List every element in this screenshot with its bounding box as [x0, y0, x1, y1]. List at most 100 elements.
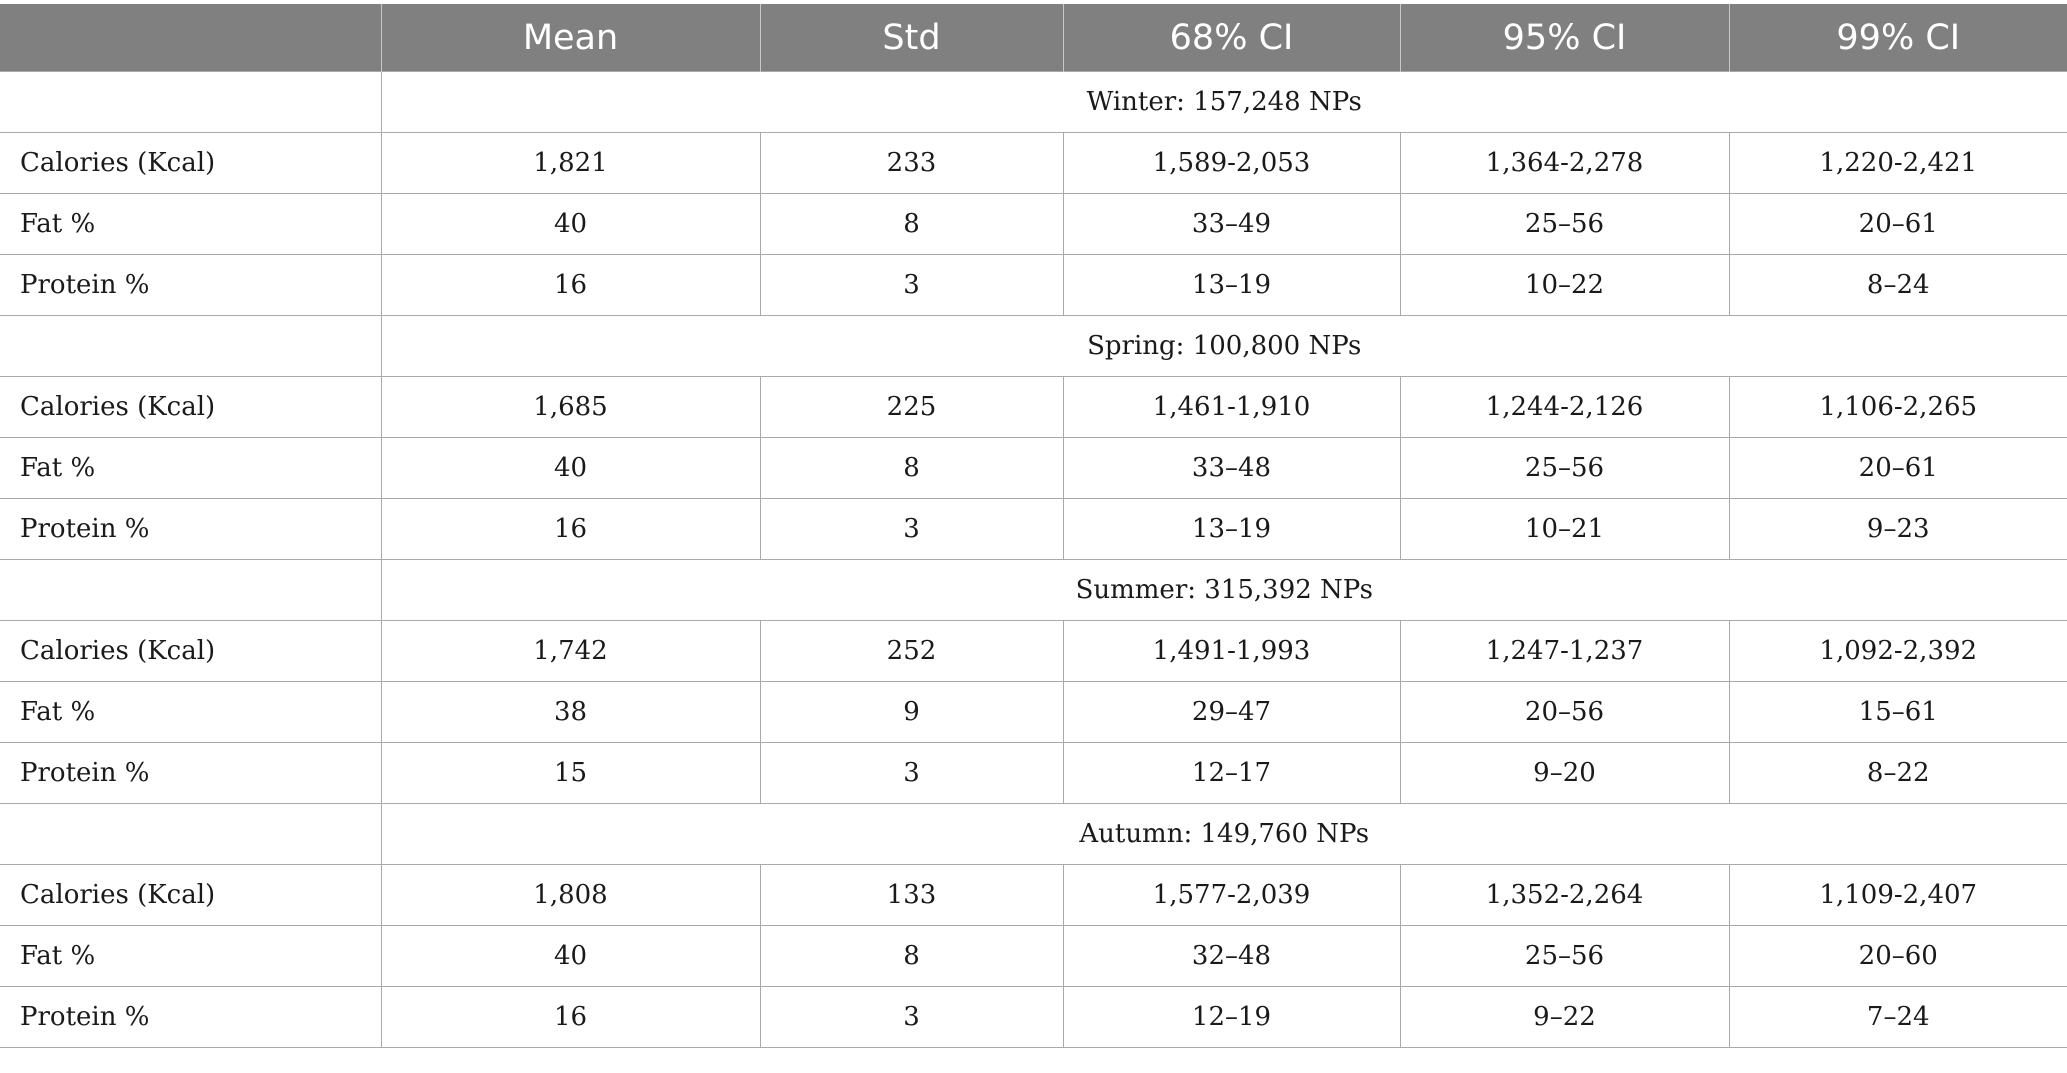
season-label: Autumn: 149,760 NPs: [380, 803, 2067, 865]
cell-std: 8: [759, 437, 1064, 499]
cell-ci95: 25–56: [1399, 925, 1730, 987]
cell-std: 8: [759, 193, 1064, 255]
cell-ci99: 8–24: [1728, 254, 2067, 316]
cell-ci99: 1,220-2,421: [1728, 132, 2067, 194]
cell-ci68: 1,577-2,039: [1062, 864, 1401, 926]
protein-row: Protein % 16 3 13–19 10–21 9–23: [0, 498, 2067, 560]
calories-row: Calories (Kcal) 1,821 233 1,589-2,053 1,364-…: [0, 132, 2067, 194]
fat-row: Fat % 40 8 32–48 25–56 20–60: [0, 925, 2067, 987]
cell-ci68: 12–19: [1062, 986, 1401, 1048]
season-header-row: Winter: 157,248 NPs: [0, 71, 2067, 133]
cell-ci95: 25–56: [1399, 193, 1730, 255]
table-body: Winter: 157,248 NPs Calories (Kcal) 1,821 2…: [0, 71, 2067, 1048]
cell-ci95: 20–56: [1399, 681, 1730, 743]
cell-std: 225: [759, 376, 1064, 438]
cell-mean: 1,685: [380, 376, 761, 438]
cell-ci99: 1,109-2,407: [1728, 864, 2067, 926]
cell-mean: 1,808: [380, 864, 761, 926]
header-cell-68-ci: 68% CI: [1062, 4, 1401, 72]
cell-mean: 16: [380, 254, 761, 316]
cell-ci99: 7–24: [1728, 986, 2067, 1048]
cell-label: Protein %: [0, 498, 382, 560]
table-header: Mean Std 68% CI 95% CI 99% CI: [0, 4, 2067, 72]
cell-ci95: 1,352-2,264: [1399, 864, 1730, 926]
cell-ci99: 9–23: [1728, 498, 2067, 560]
cell-std: 9: [759, 681, 1064, 743]
cell-ci95: 10–21: [1399, 498, 1730, 560]
season-header-blank-cell: [0, 559, 382, 621]
cell-ci95: 1,244-2,126: [1399, 376, 1730, 438]
cell-mean: 16: [380, 498, 761, 560]
cell-label: Fat %: [0, 925, 382, 987]
fat-row: Fat % 40 8 33–49 25–56 20–61: [0, 193, 2067, 255]
cell-label: Calories (Kcal): [0, 620, 382, 682]
cell-ci68: 33–49: [1062, 193, 1401, 255]
cell-ci99: 20–61: [1728, 193, 2067, 255]
cell-mean: 15: [380, 742, 761, 804]
cell-ci99: 1,106-2,265: [1728, 376, 2067, 438]
protein-row: Protein % 16 3 13–19 10–22 8–24: [0, 254, 2067, 316]
cell-std: 3: [759, 254, 1064, 316]
calories-row: Calories (Kcal) 1,685 225 1,461-1,910 1,244-…: [0, 376, 2067, 438]
protein-row: Protein % 15 3 12–17 9–20 8–22: [0, 742, 2067, 804]
header-cell-blank: [0, 4, 382, 72]
cell-std: 252: [759, 620, 1064, 682]
season-label: Winter: 157,248 NPs: [380, 71, 2067, 133]
cell-label: Protein %: [0, 742, 382, 804]
cell-std: 8: [759, 925, 1064, 987]
cell-ci68: 13–19: [1062, 498, 1401, 560]
cell-ci95: 1,247-1,237: [1399, 620, 1730, 682]
cell-mean: 38: [380, 681, 761, 743]
cell-ci68: 13–19: [1062, 254, 1401, 316]
cell-ci99: 8–22: [1728, 742, 2067, 804]
cell-ci68: 1,589-2,053: [1062, 132, 1401, 194]
cell-ci99: 15–61: [1728, 681, 2067, 743]
cell-label: Protein %: [0, 986, 382, 1048]
cell-ci95: 9–22: [1399, 986, 1730, 1048]
cell-mean: 40: [380, 193, 761, 255]
cell-ci68: 29–47: [1062, 681, 1401, 743]
cell-mean: 40: [380, 925, 761, 987]
season-label: Summer: 315,392 NPs: [380, 559, 2067, 621]
cell-std: 3: [759, 986, 1064, 1048]
cell-ci99: 1,092-2,392: [1728, 620, 2067, 682]
cell-std: 233: [759, 132, 1064, 194]
fat-row: Fat % 40 8 33–48 25–56 20–61: [0, 437, 2067, 499]
cell-ci99: 20–61: [1728, 437, 2067, 499]
season-header-row: Autumn: 149,760 NPs: [0, 803, 2067, 865]
season-label: Spring: 100,800 NPs: [380, 315, 2067, 377]
header-cell-mean: Mean: [380, 4, 761, 72]
cell-std: 3: [759, 498, 1064, 560]
protein-row: Protein % 16 3 12–19 9–22 7–24: [0, 986, 2067, 1048]
cell-mean: 16: [380, 986, 761, 1048]
fat-row: Fat % 38 9 29–47 20–56 15–61: [0, 681, 2067, 743]
cell-mean: 40: [380, 437, 761, 499]
cell-label: Fat %: [0, 193, 382, 255]
header-row: Mean Std 68% CI 95% CI 99% CI: [0, 4, 2067, 72]
cell-mean: 1,742: [380, 620, 761, 682]
season-header-blank-cell: [0, 315, 382, 377]
season-header-row: Summer: 315,392 NPs: [0, 559, 2067, 621]
cell-mean: 1,821: [380, 132, 761, 194]
cell-std: 133: [759, 864, 1064, 926]
cell-ci95: 9–20: [1399, 742, 1730, 804]
calories-row: Calories (Kcal) 1,808 133 1,577-2,039 1,352-…: [0, 864, 2067, 926]
seasonal-nutrition-table: Mean Std 68% CI 95% CI 99% CI Winter: 15…: [0, 4, 2067, 1048]
cell-ci95: 10–22: [1399, 254, 1730, 316]
calories-row: Calories (Kcal) 1,742 252 1,491-1,993 1,247-…: [0, 620, 2067, 682]
header-cell-std: Std: [759, 4, 1064, 72]
cell-ci68: 33–48: [1062, 437, 1401, 499]
cell-ci95: 1,364-2,278: [1399, 132, 1730, 194]
cell-ci68: 1,461-1,910: [1062, 376, 1401, 438]
season-header-blank-cell: [0, 71, 382, 133]
cell-label: Fat %: [0, 437, 382, 499]
cell-label: Calories (Kcal): [0, 864, 382, 926]
header-cell-99-ci: 99% CI: [1728, 4, 2067, 72]
cell-label: Calories (Kcal): [0, 376, 382, 438]
header-cell-95-ci: 95% CI: [1399, 4, 1730, 72]
cell-label: Protein %: [0, 254, 382, 316]
cell-ci95: 25–56: [1399, 437, 1730, 499]
cell-ci99: 20–60: [1728, 925, 2067, 987]
season-header-row: Spring: 100,800 NPs: [0, 315, 2067, 377]
cell-label: Calories (Kcal): [0, 132, 382, 194]
